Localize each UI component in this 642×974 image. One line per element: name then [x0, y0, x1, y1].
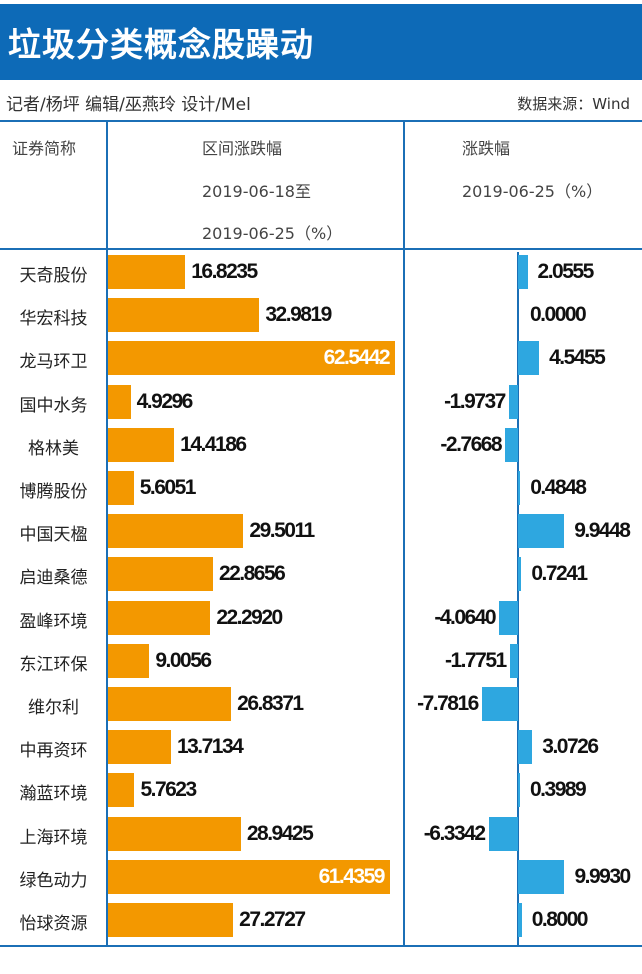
- category-label: 盈峰环境: [19, 611, 88, 632]
- credits: 记者/杨坪 编辑/巫燕玲 设计/Mel: [6, 95, 251, 115]
- daily-value: 0.0000: [530, 303, 587, 327]
- daily-bar: [518, 773, 520, 808]
- data-source: 数据来源：Wind: [517, 95, 630, 113]
- title-bar: 垃圾分类概念股躁动: [0, 4, 642, 80]
- column-divider: [106, 120, 108, 947]
- header-daily-date: 2019-06-25（%）: [462, 182, 603, 201]
- daily-bar: [508, 384, 518, 419]
- daily-value: -7.7816: [417, 692, 479, 715]
- category-label: 龙马环卫: [19, 352, 88, 373]
- range-value: 29.5011: [249, 519, 315, 543]
- range-bar: [108, 643, 150, 678]
- daily-bar: [509, 643, 518, 678]
- category-label: 天奇股份: [19, 266, 88, 286]
- range-value: 9.0056: [155, 648, 212, 672]
- daily-value: 2.0555: [537, 260, 595, 283]
- range-bar: [108, 816, 241, 851]
- range-bar: [108, 427, 175, 462]
- range-value: 22.2920: [216, 605, 283, 629]
- range-value: 26.8371: [237, 692, 304, 715]
- daily-value: -1.7751: [445, 648, 507, 672]
- range-bar: [108, 471, 134, 505]
- daily-bar: [518, 471, 521, 505]
- range-value: 22.8656: [218, 562, 286, 586]
- range-value: 32.9819: [265, 303, 332, 327]
- daily-bar: [518, 514, 565, 549]
- daily-value: -4.0640: [434, 605, 496, 629]
- daily-value: 4.5455: [549, 346, 606, 370]
- range-value: 14.4186: [180, 432, 247, 456]
- daily-bar: [499, 600, 518, 635]
- daily-bar: [488, 816, 518, 851]
- range-bar: [108, 903, 234, 937]
- range-value: 13.7134: [176, 735, 244, 759]
- daily-value: -2.7668: [440, 432, 502, 456]
- category-label: 东江环保: [19, 654, 88, 675]
- daily-value: 0.4848: [530, 476, 587, 499]
- category-label: 博腾股份: [19, 482, 88, 502]
- daily-bar: [518, 255, 528, 289]
- header-range-start: 2019-06-18至: [202, 182, 311, 201]
- header-range: 区间涨跌幅: [202, 139, 283, 158]
- header-range-end: 2019-06-25（%）: [202, 224, 343, 243]
- daily-value: 9.9930: [574, 864, 631, 888]
- column-divider: [403, 120, 405, 947]
- range-bar: [108, 600, 211, 635]
- daily-bar: [518, 903, 522, 937]
- range-bar: [108, 859, 390, 894]
- daily-value: 0.8000: [531, 908, 589, 931]
- daily-value: 0.3989: [530, 778, 587, 802]
- category-label: 中国天楹: [19, 525, 88, 546]
- daily-value: -6.3342: [423, 821, 486, 845]
- category-label: 华宏科技: [19, 309, 88, 330]
- range-value: 5.7623: [140, 778, 197, 802]
- header-daily: 涨跌幅: [462, 139, 511, 158]
- range-value: 28.9425: [246, 821, 314, 845]
- range-bar: [108, 687, 232, 721]
- daily-value: -1.9737: [444, 389, 506, 413]
- daily-bar: [518, 341, 540, 376]
- range-bar: [108, 730, 171, 765]
- range-bar: [108, 341, 396, 376]
- category-label: 上海环境: [19, 827, 88, 848]
- category-label: 怡球资源: [19, 914, 88, 934]
- category-label: 维尔利: [28, 698, 79, 718]
- zero-axis: [517, 252, 519, 945]
- divider: [0, 945, 642, 947]
- category-label: 瀚蓝环境: [19, 784, 88, 805]
- daily-bar: [518, 859, 565, 894]
- category-label: 启迪桑德: [19, 568, 88, 589]
- daily-bar: [505, 427, 518, 462]
- page-title: 垃圾分类概念股躁动: [8, 25, 314, 64]
- range-bar: [108, 384, 131, 419]
- range-bar: [108, 773, 135, 808]
- range-bar: [108, 514, 244, 549]
- range-value: 61.4359: [318, 864, 386, 888]
- range-value: 16.8235: [191, 260, 258, 283]
- range-bar: [108, 255, 186, 289]
- header-name: 证券简称: [12, 139, 77, 158]
- divider: [0, 120, 642, 122]
- category-label: 中再资环: [19, 741, 88, 762]
- category-label: 绿色动力: [19, 870, 88, 891]
- daily-bar: [518, 557, 522, 592]
- daily-value: 0.7241: [531, 562, 588, 586]
- range-value: 5.6051: [139, 476, 197, 499]
- range-bar: [108, 557, 213, 592]
- daily-bar: [481, 687, 518, 721]
- range-value: 27.2727: [239, 908, 306, 931]
- daily-value: 9.9448: [574, 519, 631, 543]
- category-label: 格林美: [28, 438, 79, 459]
- divider: [0, 248, 642, 250]
- daily-value: 3.0726: [542, 735, 599, 759]
- range-bar: [108, 298, 260, 333]
- range-value: 4.9296: [136, 389, 194, 413]
- range-value: 62.5442: [323, 346, 391, 370]
- category-label: 国中水务: [19, 395, 88, 416]
- daily-bar: [518, 730, 533, 765]
